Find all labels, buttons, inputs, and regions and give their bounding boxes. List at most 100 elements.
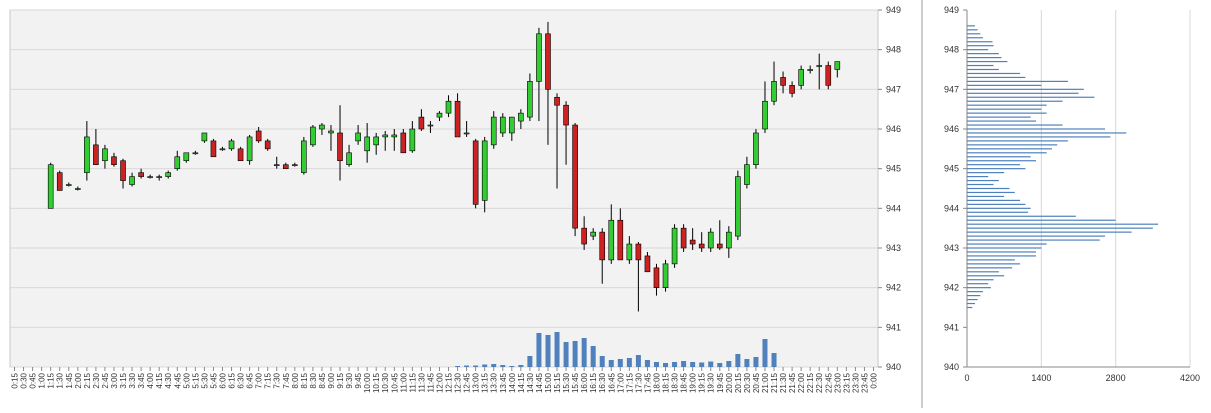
x-tick-label: 12:00 — [435, 372, 444, 393]
candle-body — [409, 128, 416, 152]
volume-bar — [554, 332, 560, 367]
x-tick-label: 23:15 — [842, 372, 851, 393]
x-tick-label: 3:30 — [128, 372, 137, 388]
candle-body — [129, 176, 135, 185]
volume-bar — [726, 361, 732, 367]
candle-body — [572, 124, 578, 229]
candle-body — [762, 100, 768, 130]
profile-bar — [967, 104, 1047, 106]
x-tick-label: 16:00 — [580, 372, 589, 393]
candle-body — [662, 263, 669, 288]
x-tick-label: 6:45 — [246, 372, 255, 388]
candle-body — [237, 148, 244, 162]
profile-bar — [967, 92, 1079, 94]
profile-bar — [967, 168, 1026, 170]
candle-body — [608, 219, 615, 261]
profile-bar — [967, 298, 978, 301]
y-tick-label: 940 — [944, 362, 959, 372]
candle-body — [635, 243, 642, 261]
volume-bar — [599, 356, 605, 367]
y-tick-label: 946 — [886, 124, 901, 134]
volume-bar — [771, 353, 777, 367]
volume-bar — [699, 362, 705, 367]
candle-body — [418, 116, 425, 130]
candle-body — [201, 132, 208, 142]
x-tick-label: 15:45 — [571, 372, 580, 393]
volume-bar — [455, 366, 461, 367]
candle-body — [726, 231, 732, 249]
profile-bar — [967, 271, 999, 273]
candle-body — [436, 112, 443, 118]
x-tick-label: 0:00 — [869, 372, 878, 388]
profile-bar — [967, 219, 1116, 221]
x-tick-label: 17:00 — [616, 372, 625, 393]
candle-body — [120, 160, 126, 181]
profile-bar — [967, 279, 994, 281]
profile-bar — [967, 140, 1068, 142]
profile-bar — [967, 191, 1015, 194]
y-tick-label: 942 — [886, 283, 901, 293]
candle-body — [545, 33, 551, 90]
x-tick-label: 14:45 — [535, 372, 544, 393]
x-tick-label: 11:45 — [426, 372, 435, 392]
profile-bar — [967, 179, 999, 182]
x-tick-label: 1:15 — [47, 372, 56, 388]
candle-body — [834, 61, 841, 70]
x-tick-label: 4:00 — [146, 372, 155, 388]
profile-bar — [967, 291, 983, 293]
volume-bar — [464, 365, 470, 367]
candle-body — [509, 116, 515, 134]
profile-bar — [967, 187, 1010, 190]
candle-body — [382, 134, 389, 138]
volume-profile-chart: 0 1400 2800 4200 940 941 942 943 944 945 946 947 948… — [944, 5, 1200, 383]
profile-bar — [967, 25, 975, 27]
profile-bar — [967, 72, 1021, 75]
candle-body — [355, 132, 361, 142]
candle-body — [228, 140, 235, 150]
x-tick-label: 23:45 — [860, 372, 869, 393]
volume-bar — [491, 364, 497, 367]
profile-bar — [967, 53, 999, 55]
candle-body — [427, 124, 434, 127]
x-tick-label: 5:15 — [191, 372, 200, 388]
x-tick-label: 21:45 — [788, 372, 797, 393]
x-tick-label: 11:15 — [408, 372, 417, 392]
x-tick-label: 19:00 — [689, 372, 698, 393]
x-tick-label: 19:45 — [716, 372, 725, 393]
candle-body — [527, 81, 533, 118]
x-tick-label: 22:30 — [815, 372, 824, 393]
x-tick-label: 7:30 — [273, 372, 282, 388]
x-tick-label: 17:30 — [634, 372, 643, 393]
candle-body — [292, 164, 298, 166]
x-tick-label: 21:15 — [770, 372, 779, 393]
volume-bar — [482, 364, 488, 367]
x-tick-label: 20:30 — [743, 372, 752, 393]
y-tick-label: 941 — [886, 322, 901, 332]
candle-body — [56, 172, 63, 191]
profile-bar — [967, 33, 981, 35]
x-tick-label: 8:45 — [318, 372, 327, 388]
profile-bar — [967, 100, 1063, 102]
x-tick-label: 6:00 — [218, 372, 227, 388]
candle-body — [626, 243, 633, 261]
candle-body — [707, 231, 714, 249]
x-tick-label: 21:30 — [779, 372, 788, 393]
profile-bar — [967, 287, 991, 289]
candle-body — [183, 152, 190, 162]
profile-bar — [967, 37, 983, 39]
profile-bar — [967, 112, 1047, 114]
candle-body — [789, 85, 795, 94]
volume-bar — [762, 339, 768, 367]
profile-bar — [967, 239, 1100, 241]
volume-bar — [563, 342, 569, 367]
x-tick-label: 2:15 — [83, 372, 92, 388]
profile-bar — [967, 231, 1132, 233]
candle-body — [174, 156, 181, 169]
x-tick-label: 8:00 — [291, 372, 300, 388]
profile-bar — [967, 68, 999, 71]
volume-bar — [663, 363, 669, 367]
x-tick-label: 5:00 — [182, 372, 191, 388]
x-tick-label: 19:15 — [698, 372, 707, 393]
x-tick-label: 18:45 — [680, 372, 689, 393]
